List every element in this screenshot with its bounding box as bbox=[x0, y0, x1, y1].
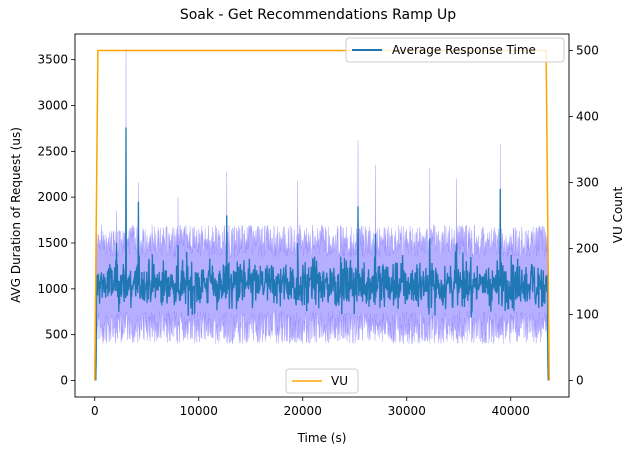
y-tick-label: 2500 bbox=[37, 144, 68, 158]
x-tick-label: 0 bbox=[91, 404, 99, 418]
y-tick-label: 500 bbox=[45, 328, 68, 342]
legend-vu-label: VU bbox=[331, 374, 348, 388]
y-axis-label: AVG Duration of Request (us) bbox=[9, 127, 23, 303]
x-tick-label: 10000 bbox=[180, 404, 218, 418]
plot-area bbox=[94, 48, 550, 381]
y-axis-left: 0 500 1000 1500 2000 2500 3000 3500 bbox=[37, 53, 75, 388]
y-axis-right: 0 100 200 300 400 500 bbox=[569, 44, 599, 388]
y-tick-label: 3000 bbox=[37, 99, 68, 113]
series-average-response-time bbox=[95, 127, 549, 381]
x-tick-label: 30000 bbox=[388, 404, 426, 418]
y2-axis-label: VU Count bbox=[611, 186, 625, 243]
legend-response-time-frame bbox=[345, 37, 565, 63]
y-tick-label: 2000 bbox=[37, 190, 68, 204]
y-tick-label: 1000 bbox=[37, 282, 68, 296]
plot-frame bbox=[74, 33, 570, 398]
y2-tick-label: 500 bbox=[576, 44, 599, 58]
legend-vu: VU bbox=[285, 368, 359, 394]
x-tick-label: 20000 bbox=[284, 404, 322, 418]
y-tick-label: 1500 bbox=[37, 236, 68, 250]
series-vu bbox=[94, 49, 550, 381]
x-axis: 0 10000 20000 30000 40000 bbox=[91, 397, 530, 418]
y2-tick-label: 200 bbox=[576, 242, 599, 256]
x-tick-label: 40000 bbox=[492, 404, 530, 418]
chart-title: Soak - Get Recommendations Ramp Up bbox=[180, 7, 456, 23]
y2-tick-label: 300 bbox=[576, 176, 599, 190]
y2-tick-label: 100 bbox=[576, 308, 599, 322]
y2-tick-label: 400 bbox=[576, 110, 599, 124]
legend-response-time: Average Response Time bbox=[345, 37, 565, 63]
y2-tick-label: 0 bbox=[576, 374, 584, 388]
y-tick-label: 0 bbox=[60, 374, 68, 388]
legend-response-time-label: Average Response Time bbox=[392, 43, 536, 57]
x-axis-label: Time (s) bbox=[297, 431, 347, 445]
y-tick-label: 3500 bbox=[37, 53, 68, 67]
